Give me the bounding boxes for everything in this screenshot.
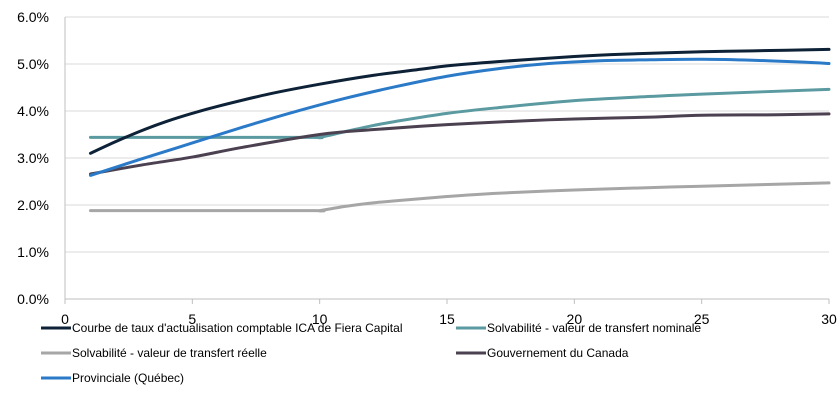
legend-entry: Provinciale (Québec) <box>41 371 184 385</box>
series-line-solvabilite-valeur-de-transfert-nominale <box>88 87 831 140</box>
y-tick-label: 2.0% <box>17 197 49 213</box>
legend-entry: Solvabilité - valeur de transfert nomina… <box>456 321 701 335</box>
y-tick-label: 4.0% <box>17 103 49 119</box>
legend-label: Gouvernement du Canada <box>487 346 629 360</box>
series-lines <box>88 47 831 213</box>
x-tick-label: 20 <box>567 311 583 327</box>
x-tick-label: 5 <box>188 311 196 327</box>
x-tick-label: 30 <box>821 311 837 327</box>
legend-label: Solvabilité - valeur de transfert réelle <box>72 346 267 360</box>
legend-entry: Gouvernement du Canada <box>456 346 629 360</box>
y-tick-label: 5.0% <box>17 56 49 72</box>
legend-entry: Solvabilité - valeur de transfert réelle <box>41 346 267 360</box>
y-tick-label: 6.0% <box>17 9 49 25</box>
series-line-provinciale-quebec <box>88 57 831 177</box>
legend: Courbe de taux d'actualisation comptable… <box>41 321 701 385</box>
legend-label: Courbe de taux d'actualisation comptable… <box>72 321 402 335</box>
series-line-solvabilite-valeur-de-transfert-reelle <box>88 181 831 213</box>
legend-label: Solvabilité - valeur de transfert nomina… <box>487 321 701 335</box>
y-tick-label: 3.0% <box>17 150 49 166</box>
y-tick-label: 0.0% <box>17 291 49 307</box>
x-tick-label: 10 <box>312 311 328 327</box>
x-tick-label: 25 <box>694 311 710 327</box>
x-tick-label: 15 <box>439 311 455 327</box>
legend-label: Provinciale (Québec) <box>72 371 184 385</box>
series-line-courbe-de-taux-d-actualisation-comptable <box>88 47 831 155</box>
y-tick-label: 1.0% <box>17 244 49 260</box>
series-line-gouvernement-du-canada <box>88 112 831 176</box>
x-tick-label: 0 <box>61 311 69 327</box>
axes: 0.0% 1.0% 2.0% 3.0% 4.0% 5.0% 6.0% 0 5 10 15 20 25 30 <box>17 9 837 327</box>
legend-entry: Courbe de taux d'actualisation comptable… <box>41 321 402 335</box>
